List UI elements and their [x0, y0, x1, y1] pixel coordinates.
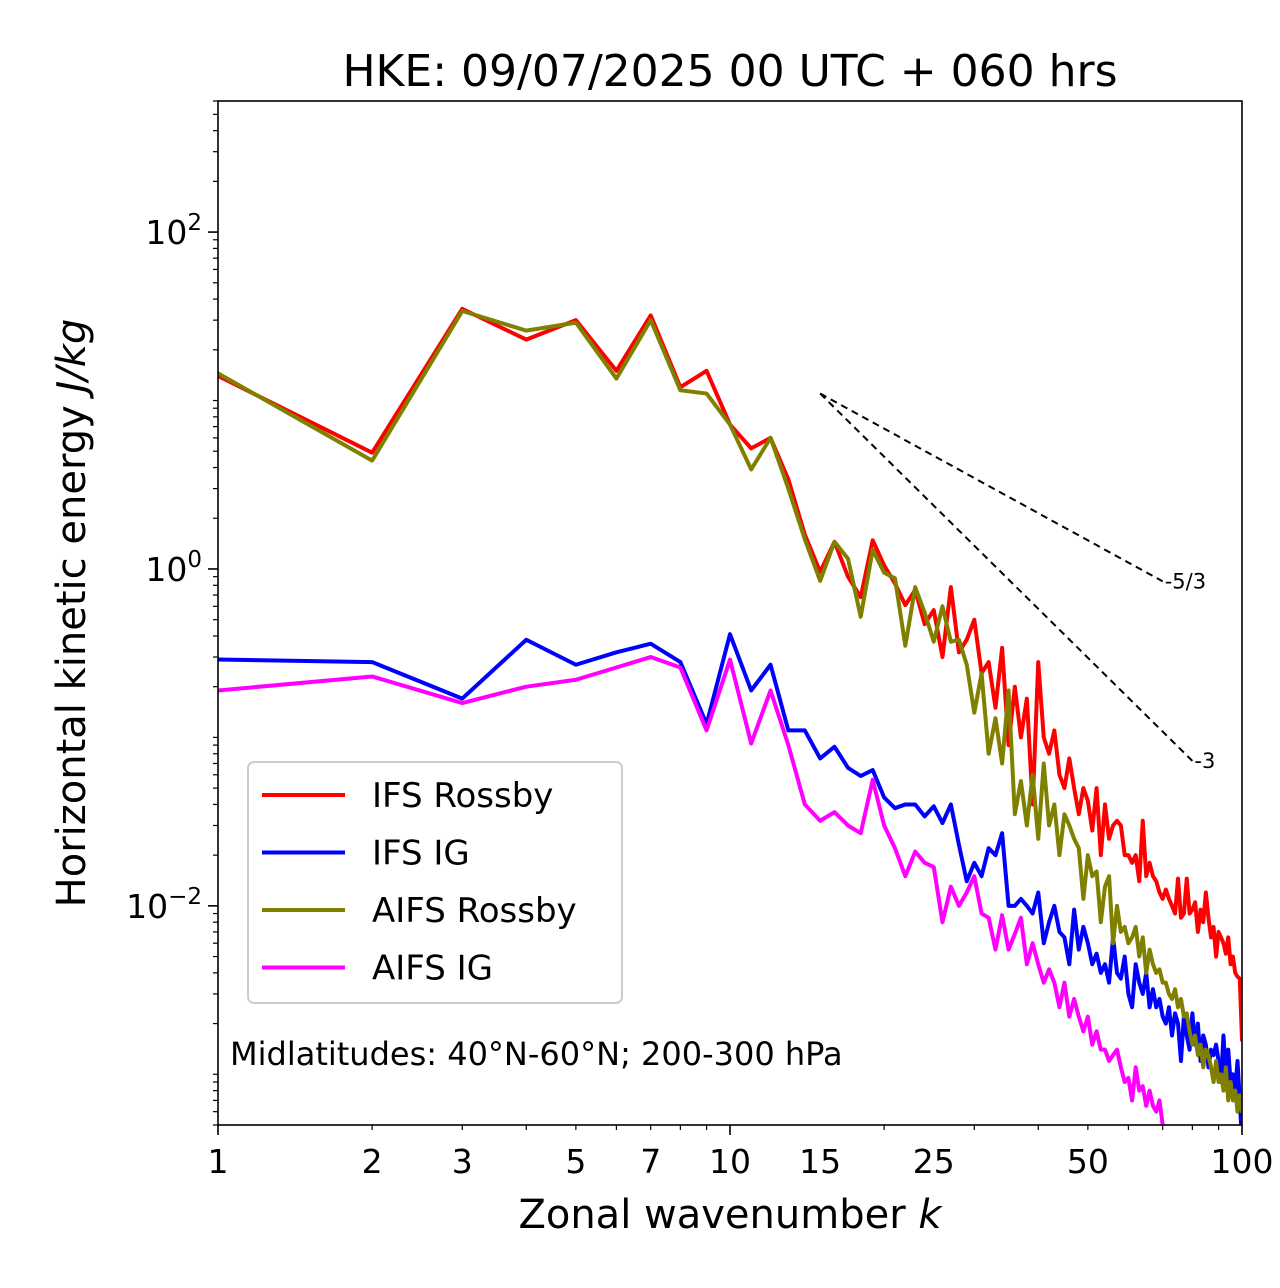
series-line-3	[218, 655, 1165, 1125]
x-tick-label: 3	[452, 1142, 473, 1181]
x-tick-label: 5	[565, 1142, 586, 1181]
legend: IFS Rossby IFS IG AIFS Rossby AIFS IG	[247, 761, 623, 1004]
x-axis-label-text: Zonal wavenumber	[518, 1192, 918, 1238]
x-axis-label: Zonal wavenumber k	[518, 1192, 943, 1238]
reference-slope-line-1	[819, 392, 1194, 762]
chart-title: HKE: 09/07/2025 00 UTC + 060 hrs	[342, 46, 1117, 97]
y-tick-label: 10−2	[126, 884, 202, 926]
x-tick-label: 1	[208, 1142, 229, 1181]
legend-items: IFS Rossby IFS IG AIFS Rossby AIFS IG	[262, 776, 577, 989]
x-tick-label: 10	[709, 1142, 751, 1181]
y-tick-label: 100	[145, 547, 202, 589]
reference-slope-labels: -5/3 -3	[1165, 569, 1216, 773]
region-annotation: Midlatitudes: 40°N-60°N; 200-300 hPa	[230, 1035, 843, 1073]
y-axis-label-text: Horizontal kinetic energy	[49, 393, 95, 908]
x-tick-label: 25	[913, 1142, 955, 1181]
series-lines	[218, 306, 1242, 1125]
y-axis-label-unit: J/kg	[49, 319, 95, 400]
reference-slope-label-1: -3	[1194, 749, 1215, 773]
legend-label-3: AIFS IG	[372, 949, 493, 989]
x-tick-label: 100	[1211, 1142, 1274, 1181]
x-tick-label: 15	[799, 1142, 841, 1181]
legend-label-2: AIFS Rossby	[372, 891, 577, 931]
x-tick-label: 2	[362, 1142, 383, 1181]
reference-slope-lines	[819, 392, 1194, 762]
series-line-2	[218, 308, 1242, 1114]
x-tick-label: 7	[640, 1142, 661, 1181]
x-axis-label-variable: k	[918, 1192, 943, 1238]
y-axis-ticks: 102 100 10−2	[126, 100, 218, 1126]
legend-box	[247, 761, 623, 1004]
legend-label-0: IFS Rossby	[372, 776, 553, 816]
reference-slope-label-0: -5/3	[1165, 569, 1206, 593]
x-tick-label: 50	[1067, 1142, 1109, 1181]
legend-label-1: IFS IG	[372, 834, 470, 874]
x-axis-ticks: 1 2 3 5 7 10 15 25 50 100	[208, 1125, 1274, 1181]
y-tick-label: 102	[145, 210, 202, 252]
reference-slope-line-0	[819, 392, 1164, 583]
y-axis-label: Horizontal kinetic energy J/kg	[49, 319, 95, 908]
